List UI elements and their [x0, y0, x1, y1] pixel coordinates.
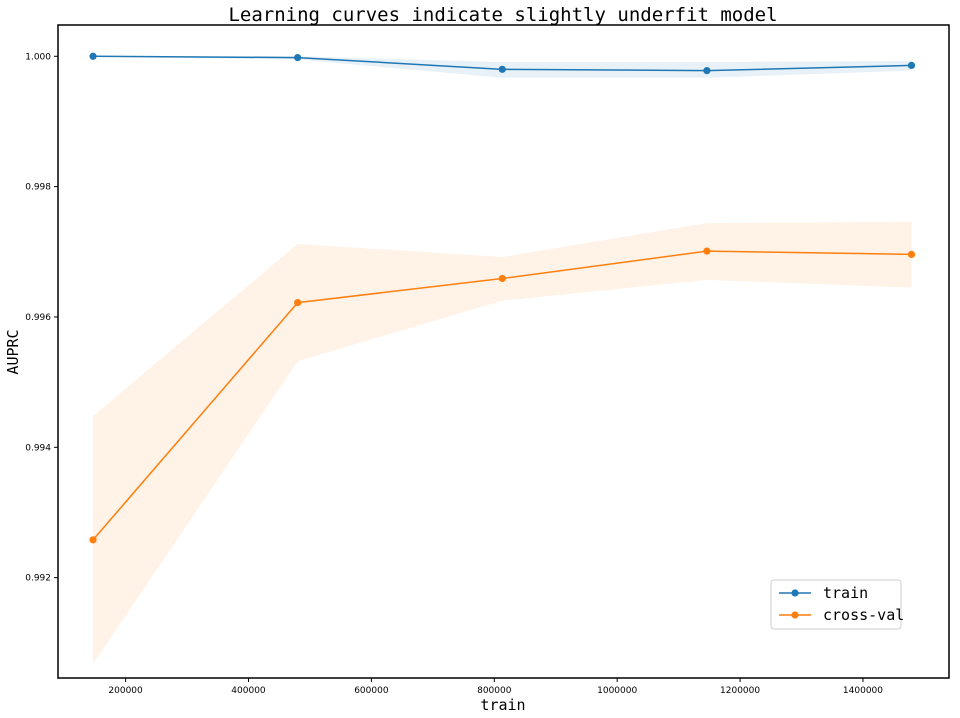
- legend-cross-val-marker: [791, 611, 799, 619]
- legend: train cross-val: [770, 579, 904, 630]
- x-axis-label: train: [480, 696, 525, 714]
- x-axis-ticks: 200000 400000 600000 800000 1000000 1200000 14…: [108, 678, 883, 696]
- series-points: [89, 52, 916, 544]
- cross-val-point: [703, 247, 711, 255]
- x-tick-label: 800000: [477, 686, 512, 696]
- y-tick-label: 0.992: [25, 574, 51, 584]
- cross-val-point: [89, 536, 97, 544]
- train-point: [294, 53, 302, 62]
- x-tick-label: 1000000: [597, 686, 637, 696]
- chart-title: Learning curves indicate slightly underf…: [228, 4, 777, 26]
- plot-frame: [57, 24, 950, 679]
- train-point: [89, 52, 97, 60]
- cross-val-band: [93, 221, 912, 664]
- cross-val-point: [294, 299, 302, 307]
- x-tick-label: 1200000: [720, 686, 760, 696]
- y-axis-ticks: 0.992 0.994 0.996 0.998 1.000: [25, 52, 58, 584]
- y-axis-label: AUPRC: [4, 329, 22, 374]
- x-tick-label: 1400000: [843, 686, 883, 696]
- legend-cross-val-label: cross-val: [823, 606, 904, 624]
- legend-train-marker: [791, 589, 799, 597]
- train-point: [498, 65, 506, 73]
- x-tick-label: 600000: [354, 686, 389, 696]
- cross-val-point: [907, 250, 916, 258]
- y-tick-label: 0.996: [25, 313, 51, 323]
- x-tick-label: 200000: [108, 686, 143, 696]
- y-tick-label: 0.998: [25, 183, 51, 193]
- cross-val-point: [498, 274, 506, 283]
- train-point: [907, 61, 916, 70]
- x-tick-label: 400000: [231, 686, 266, 696]
- y-tick-label: 0.994: [25, 443, 51, 453]
- train-point: [703, 67, 711, 75]
- y-tick-label: 1.000: [25, 52, 51, 62]
- legend-train-label: train: [823, 584, 868, 602]
